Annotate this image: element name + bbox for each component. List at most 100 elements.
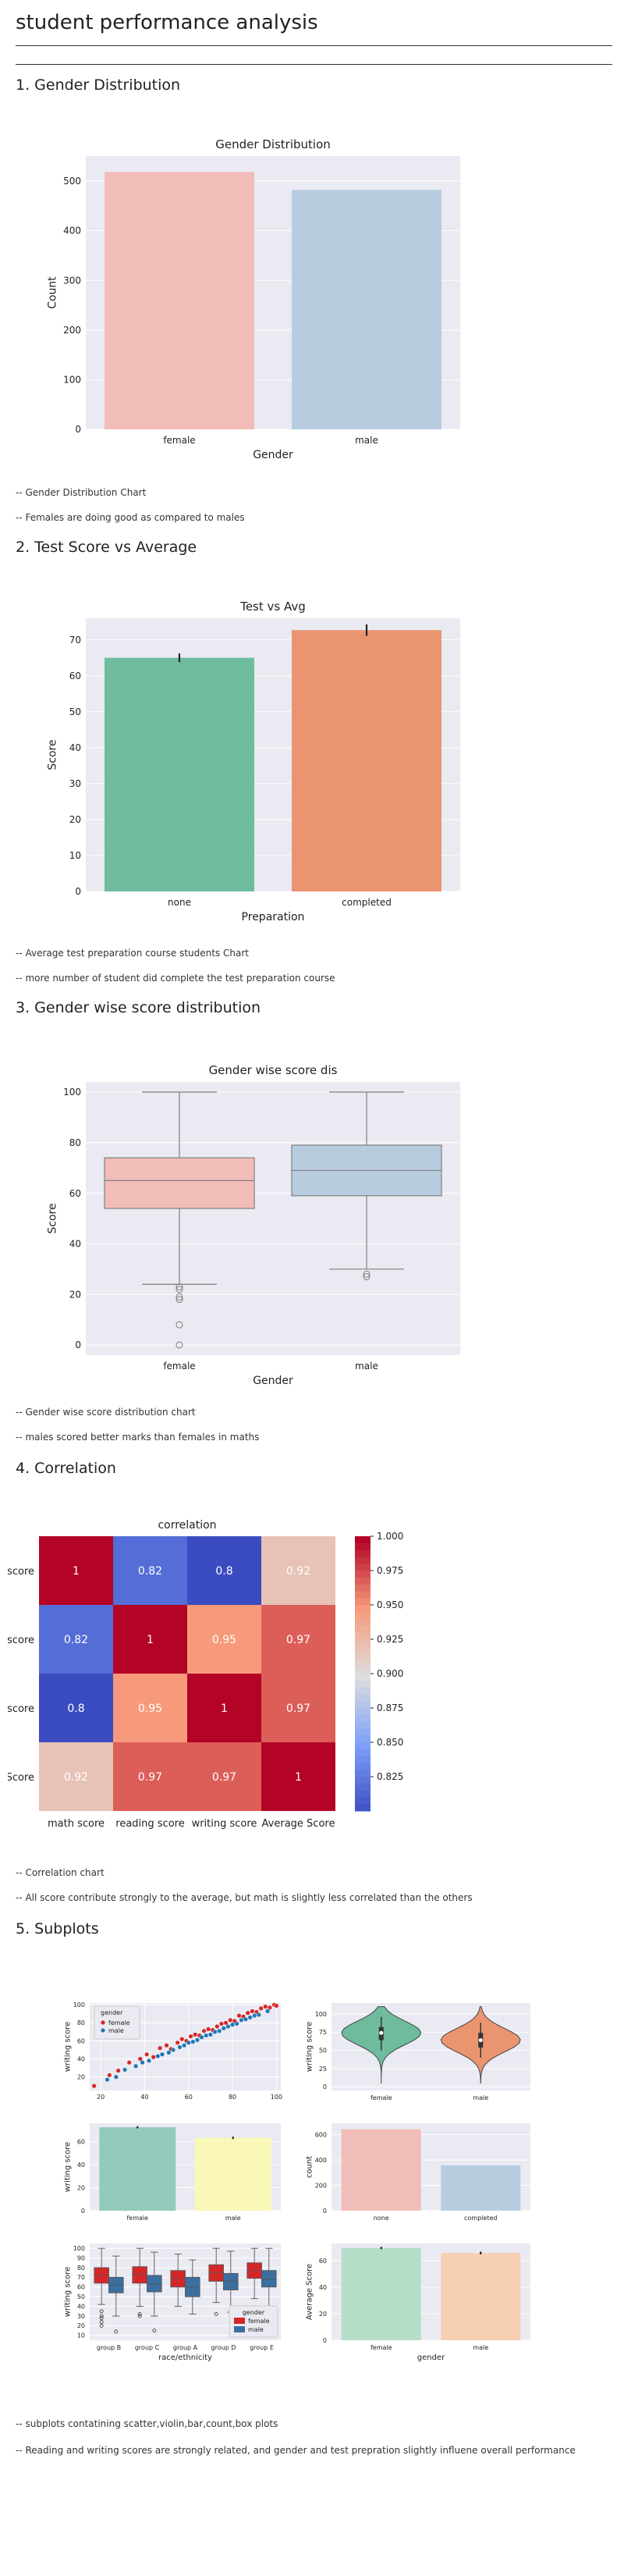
cell-value: 0.97 xyxy=(286,1703,310,1715)
x-tick-label: group B xyxy=(97,2344,121,2351)
test-vs-avg-chart: 0 10 20 30 40 50 60 70 Test vs Avg Preparation Sco… xyxy=(47,600,460,923)
bar xyxy=(292,630,441,891)
y-tick-label: 60 xyxy=(77,2284,85,2291)
x-tick-label: male xyxy=(473,2344,488,2351)
colorbar-segment xyxy=(355,1584,370,1592)
chart-title: Gender wise score dis xyxy=(209,1063,338,1077)
cell-value: 1 xyxy=(147,1634,154,1646)
heatmap-cell xyxy=(261,1674,335,1742)
scatter-point xyxy=(228,2017,233,2023)
x-tick-label: 100 xyxy=(271,2094,282,2101)
cell-value: 0.95 xyxy=(212,1634,236,1646)
x-tick-label: female xyxy=(370,2344,392,2351)
outlier-point xyxy=(176,1283,183,1290)
y-tick-label: 30 xyxy=(69,778,81,789)
scatter-point xyxy=(234,2021,239,2026)
scatter-point xyxy=(171,2048,176,2053)
colorbar-segment xyxy=(355,1728,370,1736)
chart-title: Test vs Avg xyxy=(239,600,306,614)
y-tick-label: 25 xyxy=(319,2065,327,2073)
colorbar-segment xyxy=(355,1721,370,1729)
y-tick-label: 400 xyxy=(63,226,81,237)
y-tick-label: 200 xyxy=(63,325,81,336)
scatter-point xyxy=(206,2026,211,2032)
scatter-point xyxy=(207,2032,213,2037)
x-tick-label: female xyxy=(126,2215,148,2222)
scatter-point xyxy=(164,2043,169,2048)
subplot-scatter: 20 40 60 80 100 writing score 20 40 60 80 100 gende… xyxy=(63,2001,282,2101)
legend-title: gender xyxy=(101,2009,123,2016)
scatter-point xyxy=(166,2050,172,2055)
y-tick-label: 0 xyxy=(75,424,81,435)
y-tick-label: 20 xyxy=(77,2322,85,2329)
section-note: -- All score contribute strongly to the … xyxy=(16,1892,473,1903)
colorbar-segment xyxy=(355,1674,370,1681)
subplot-count: 0 200 400 600 count none completed xyxy=(305,2123,530,2222)
cell-value: 1 xyxy=(295,1771,302,1784)
colorbar-segment xyxy=(355,1749,370,1757)
bar xyxy=(341,2247,421,2340)
x-tick-label: completed xyxy=(342,897,392,908)
colorbar-label: 0.975 xyxy=(377,1565,403,1576)
y-tick-label: 80 xyxy=(77,2019,85,2026)
bar xyxy=(99,2127,176,2211)
x-tick-label: male xyxy=(355,1361,378,1372)
legend-entry: female xyxy=(248,2318,270,2325)
y-tick-label: 20 xyxy=(319,2311,327,2318)
heatmap-cell xyxy=(261,1742,335,1811)
y-axis-label: writing score xyxy=(63,2022,72,2073)
colorbar-label: 0.950 xyxy=(377,1599,403,1610)
x-tick-label: group C xyxy=(135,2344,160,2351)
y-tick-label: 40 xyxy=(319,2284,327,2291)
outlier-point xyxy=(176,1341,183,1349)
colorbar-segment xyxy=(355,1687,370,1695)
section-heading-correlation: 4. Correlation xyxy=(16,1460,116,1477)
outlier-point xyxy=(99,2314,104,2318)
colorbar-segment xyxy=(355,1790,370,1798)
x-tick-label: 80 xyxy=(229,2094,236,2101)
y-tick-label: 30 xyxy=(77,2313,85,2320)
box xyxy=(170,2270,186,2288)
heatmap-cell xyxy=(39,1742,113,1811)
scatter-point xyxy=(265,2008,271,2014)
colorbar-segment xyxy=(355,1632,370,1640)
y-tick-label: 60 xyxy=(77,2138,85,2145)
y-tick-label: 0 xyxy=(323,2337,327,2344)
chart-title: correlation xyxy=(158,1519,216,1532)
gender-score-box-chart: 0 20 40 60 80 100 Gender wise score dis Gender S… xyxy=(47,1063,460,1387)
row-label: iting score xyxy=(8,1703,34,1715)
scatter-point xyxy=(126,2060,132,2065)
cell-value: 0.92 xyxy=(64,1771,88,1784)
outlier-point xyxy=(176,1321,183,1329)
outlier-point xyxy=(99,2319,104,2324)
correlation-heatmap: correlation 1 0.82 0.8 0.92 0.82 1 0.95 0.97 0.8 0… xyxy=(8,1519,403,1830)
colorbar-segment xyxy=(355,1557,370,1564)
cell-value: 0.92 xyxy=(286,1565,310,1578)
colorbar-segment xyxy=(355,1639,370,1647)
y-tick-label: 20 xyxy=(69,1289,81,1300)
outlier-point xyxy=(137,2312,142,2317)
x-tick-label: male xyxy=(473,2094,488,2101)
scatter-point xyxy=(225,2024,231,2030)
colorbar-segment xyxy=(355,1564,370,1571)
x-axis-label: Gender xyxy=(253,1375,293,1387)
heatmap-cell xyxy=(261,1536,335,1605)
y-axis-label: count xyxy=(305,2156,314,2178)
legend-entry: male xyxy=(248,2326,264,2333)
heatmap-cell xyxy=(113,1674,187,1742)
scatter-point xyxy=(91,2083,97,2089)
scatter-point xyxy=(218,2021,224,2026)
heatmap-cell xyxy=(39,1536,113,1605)
cell-value: 1 xyxy=(221,1703,228,1715)
x-tick-label: group E xyxy=(250,2344,274,2351)
scatter-point xyxy=(214,2024,220,2030)
x-tick-label: male xyxy=(225,2215,241,2222)
section-heading-subplots: 5. Subplots xyxy=(16,1920,99,1937)
y-tick-label: 100 xyxy=(73,2001,85,2008)
scatter-point xyxy=(177,2044,183,2050)
colorbar-segment xyxy=(355,1646,370,1654)
x-tick-label: none xyxy=(374,2215,389,2222)
box xyxy=(104,1157,255,1209)
cell-value: 0.8 xyxy=(67,1703,84,1715)
scatter-point xyxy=(182,2043,187,2048)
